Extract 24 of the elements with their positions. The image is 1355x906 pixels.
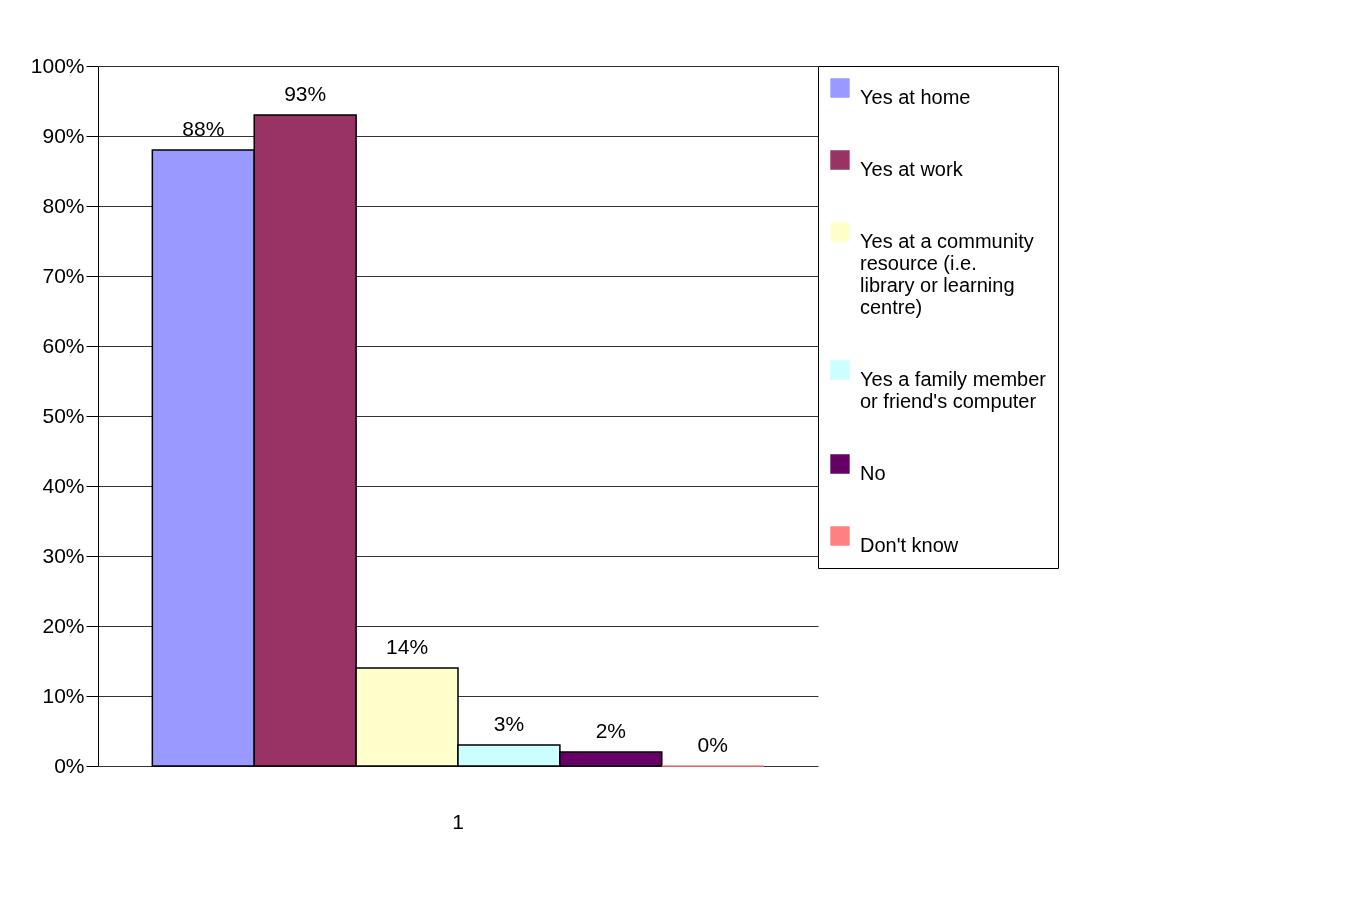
y-tick-label: 20%: [42, 613, 85, 637]
x-tick-label: 1: [452, 809, 464, 833]
legend-label: Yes at home: [860, 86, 971, 108]
data-label: 0%: [697, 733, 728, 756]
y-tick-label: 30%: [42, 543, 85, 567]
legend-label: Yes at work: [860, 158, 964, 180]
legend-label: Yes at a community resource (i.e. library or learning centre): [860, 230, 1034, 318]
data-label: 14%: [386, 635, 429, 658]
legend-label: Don't know: [860, 534, 959, 556]
y-tick-label: 90%: [42, 123, 85, 147]
y-tick-label: 60%: [42, 333, 85, 357]
y-tick-label: 50%: [42, 403, 85, 427]
legend-label: No: [860, 462, 886, 484]
y-tick-label: 80%: [42, 193, 85, 217]
legend-label: Yes a family member or friend's computer: [860, 368, 1047, 412]
y-tick-label: 40%: [42, 473, 85, 497]
y-tick-label: 10%: [42, 683, 85, 707]
data-label: 88%: [182, 117, 225, 140]
y-tick-label: 0%: [54, 753, 85, 777]
data-label: 93%: [284, 82, 327, 105]
data-label: 3%: [493, 712, 525, 735]
y-tick-label: 100%: [30, 53, 85, 77]
data-label: 2%: [595, 719, 627, 742]
y-tick-label: 70%: [42, 263, 85, 287]
